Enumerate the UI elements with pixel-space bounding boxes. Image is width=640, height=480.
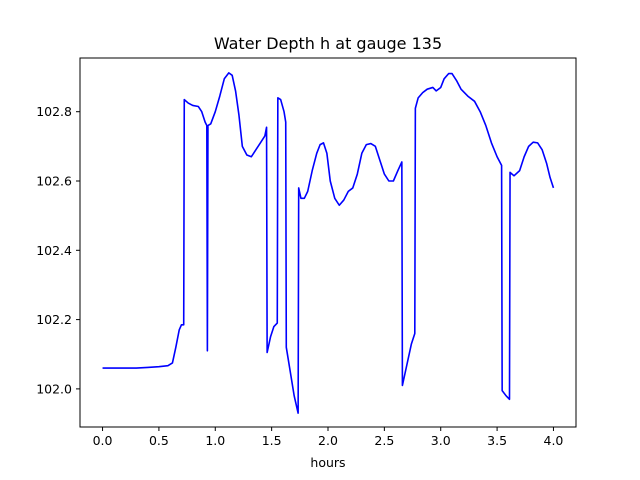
- x-tick-label: 3.0: [431, 433, 451, 448]
- y-tick-label: 102.8: [36, 104, 72, 119]
- chart-title: Water Depth h at gauge 135: [214, 34, 442, 53]
- x-axis: 0.0 0.5 1.0 1.5 2.0 2.5 3.0 3.5 4.0: [93, 427, 564, 448]
- x-tick-label: 0.0: [93, 433, 113, 448]
- y-tick-label: 102.0: [36, 381, 72, 396]
- x-tick-label: 3.5: [487, 433, 507, 448]
- x-tick-label: 1.0: [205, 433, 225, 448]
- x-tick-label: 2.5: [374, 433, 394, 448]
- x-axis-label: hours: [310, 455, 345, 470]
- y-tick-label: 102.4: [36, 243, 72, 258]
- x-tick-label: 0.5: [149, 433, 169, 448]
- y-tick-label: 102.6: [36, 174, 72, 189]
- x-tick-label: 4.0: [544, 433, 564, 448]
- y-tick-label: 102.2: [36, 312, 72, 327]
- series-line-h: [102, 72, 555, 414]
- plot-area: 0.0 0.5 1.0 1.5 2.0 2.5 3.0 3.5 4.0 102.0102.210…: [36, 57, 577, 448]
- x-tick-label: 2.0: [318, 433, 338, 448]
- y-axis: 102.0 102.2 102.4 102.6 102.8: [36, 104, 80, 396]
- plot-frame: [79, 57, 577, 428]
- x-tick-label: 1.5: [262, 433, 282, 448]
